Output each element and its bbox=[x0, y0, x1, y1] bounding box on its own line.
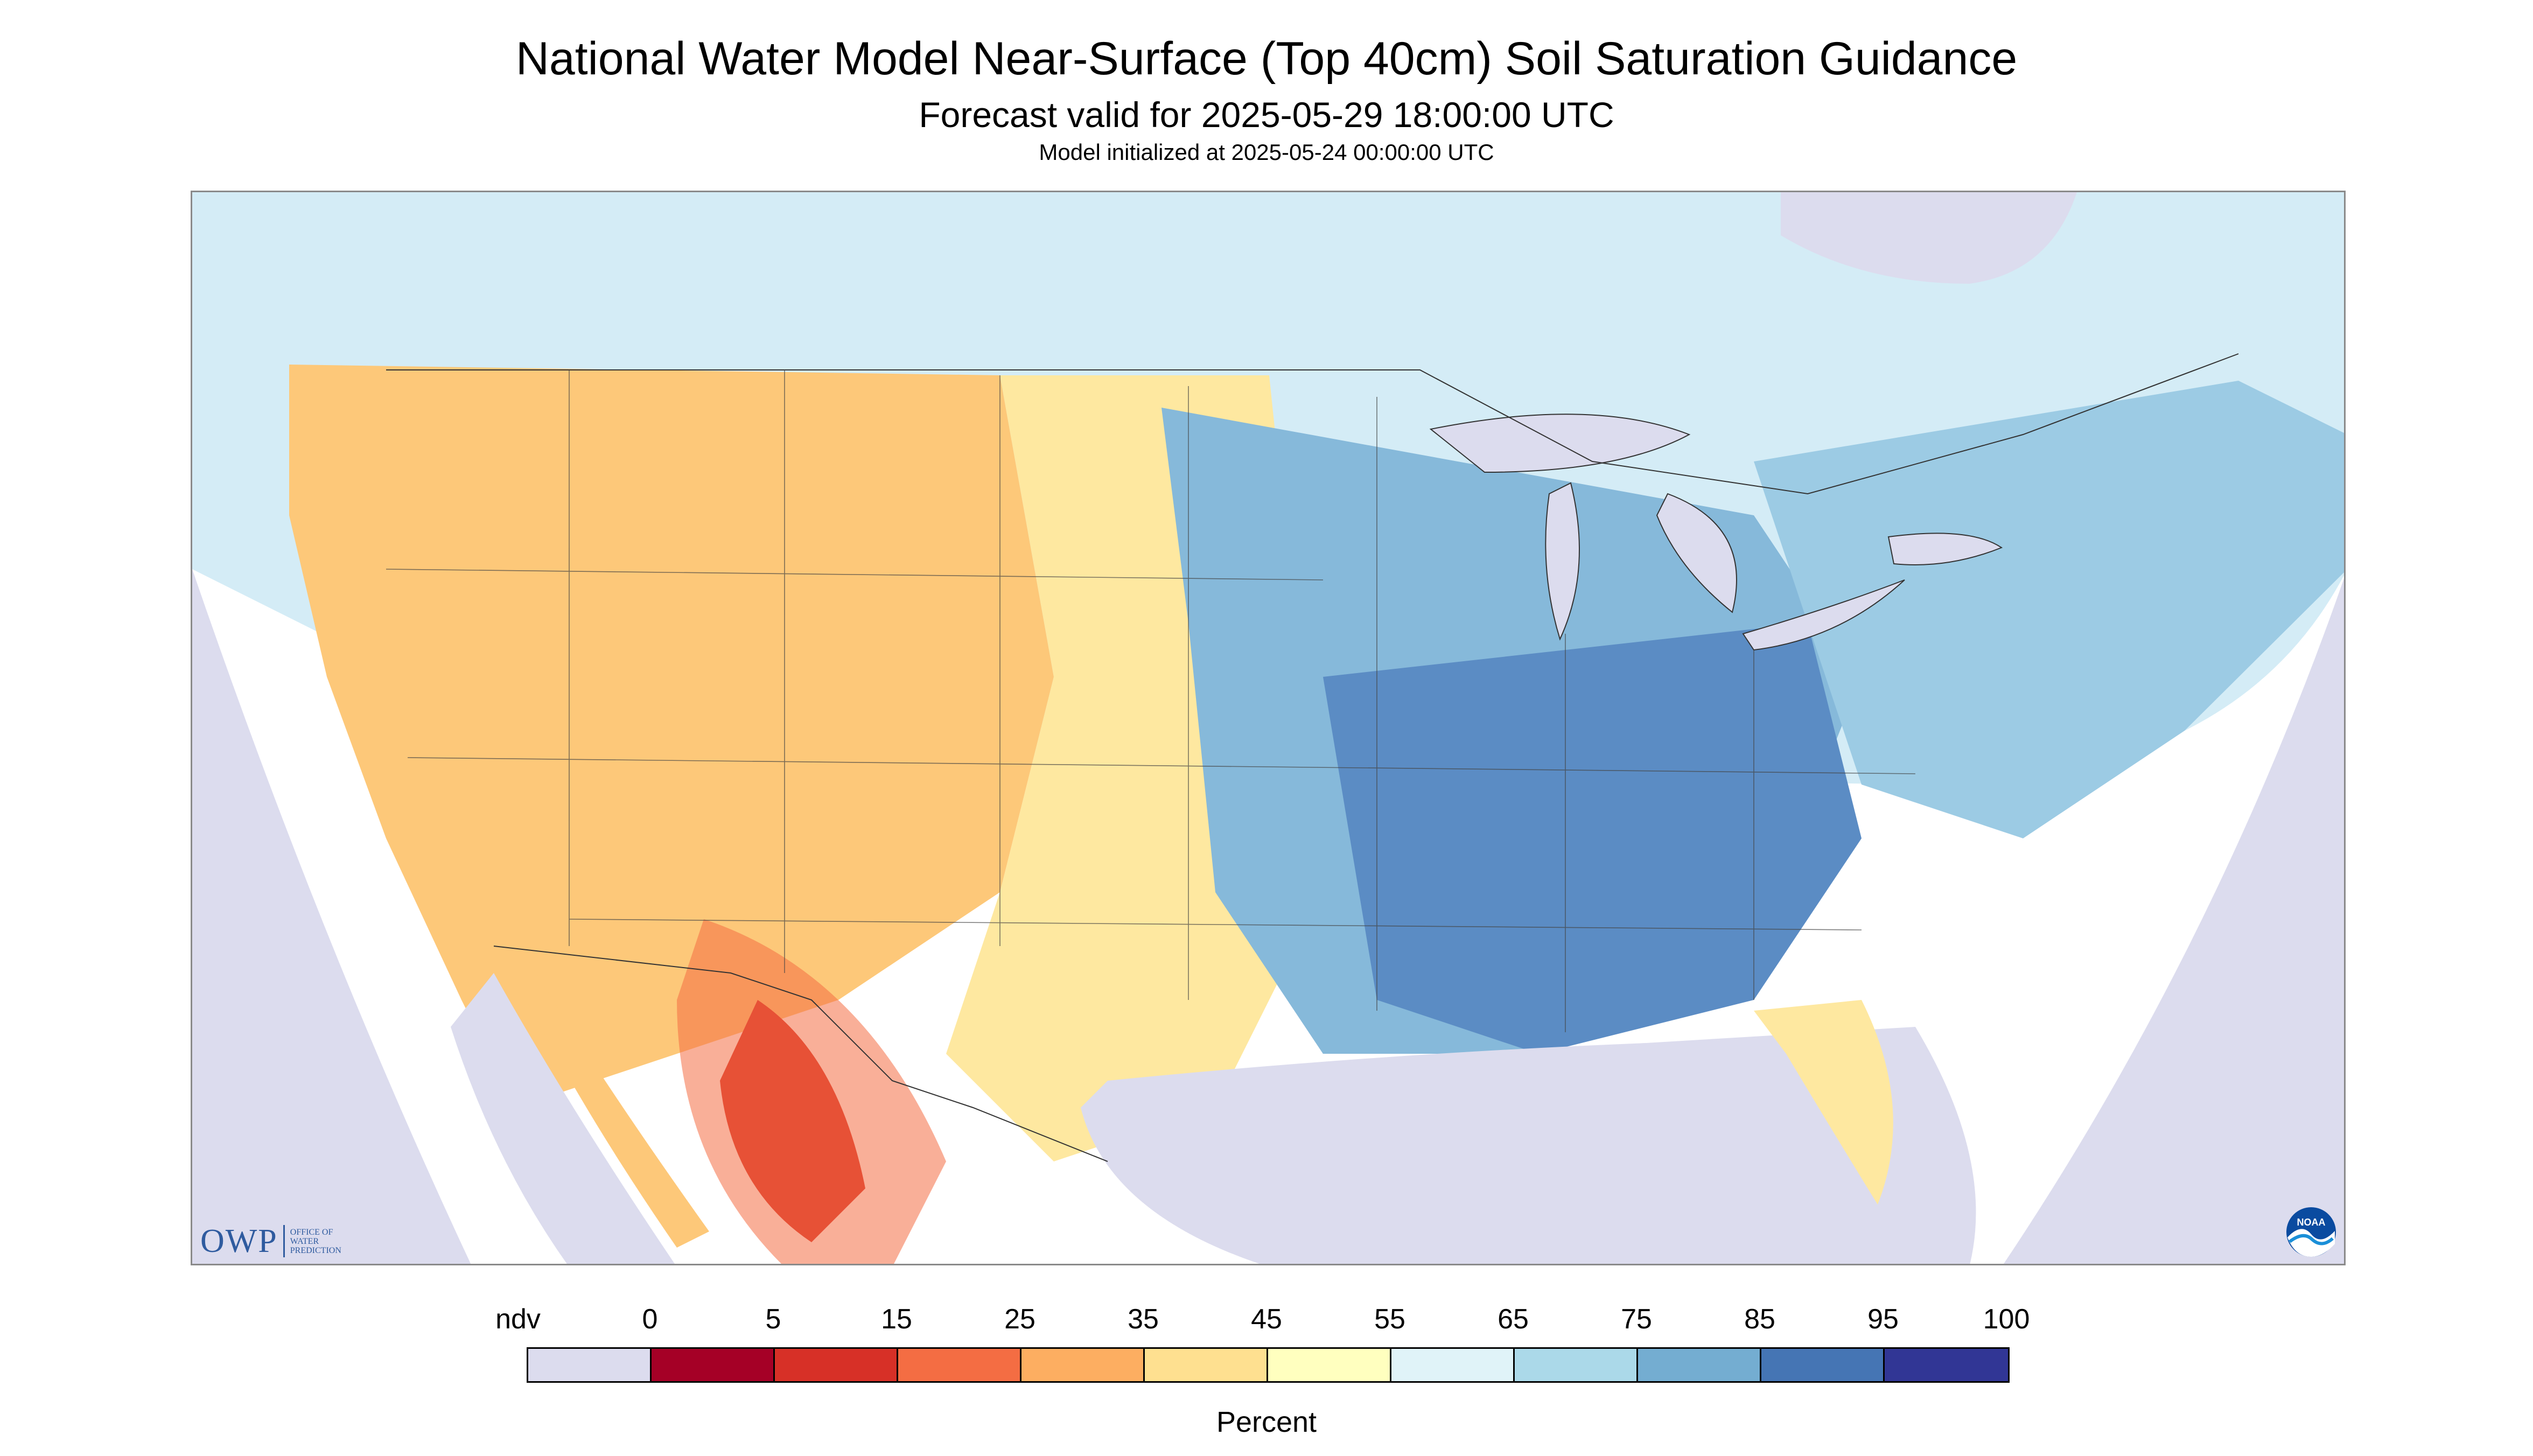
noaa-logo-icon: NOAA bbox=[2286, 1207, 2336, 1257]
legend-tick: ndv bbox=[495, 1304, 541, 1335]
model-initialized-note: Model initialized at 2025-05-24 00:00:00… bbox=[1039, 139, 1494, 165]
us-mexico-border bbox=[493, 946, 1108, 1162]
no-data-area-left bbox=[192, 569, 471, 1264]
map-title: National Water Model Near-Surface (Top 4… bbox=[515, 33, 2018, 85]
region-southeast-wet bbox=[1323, 623, 1862, 1054]
legend-swatch bbox=[898, 1349, 1021, 1381]
legend-tick: 25 bbox=[1004, 1304, 1035, 1335]
no-data-area-right bbox=[2004, 578, 2344, 1264]
legend-tick: 75 bbox=[1621, 1304, 1652, 1335]
map-canvas bbox=[192, 192, 2344, 1264]
lake-erie bbox=[1742, 579, 1905, 651]
pacific-baja bbox=[451, 973, 675, 1264]
legend-swatch bbox=[1515, 1349, 1638, 1381]
svg-text:NOAA: NOAA bbox=[2297, 1217, 2326, 1228]
lake-ontario bbox=[1887, 533, 2003, 565]
forecast-valid-subtitle: Forecast valid for 2025-05-29 18:00:00 U… bbox=[919, 95, 1614, 135]
hudson-bay bbox=[1781, 192, 2077, 284]
legend-tick: 55 bbox=[1374, 1304, 1405, 1335]
owp-logo-subtext: OFFICE OF WATER PREDICTION bbox=[290, 1227, 341, 1255]
legend-swatch bbox=[1145, 1349, 1268, 1381]
legend-tick: 35 bbox=[1128, 1304, 1159, 1335]
legend-unit-label: Percent bbox=[1216, 1406, 1317, 1438]
baja-peninsula bbox=[515, 957, 709, 1248]
legend-swatch bbox=[1885, 1349, 2008, 1381]
florida bbox=[1754, 1000, 1893, 1205]
color-legend-bar bbox=[527, 1347, 2010, 1383]
legend-swatch bbox=[775, 1349, 898, 1381]
legend-swatch bbox=[1268, 1349, 1391, 1381]
owp-logo-divider bbox=[283, 1225, 285, 1257]
legend-tick: 65 bbox=[1498, 1304, 1529, 1335]
region-northeast bbox=[1754, 381, 2344, 838]
legend-tick: 100 bbox=[1983, 1304, 2030, 1335]
legend-tick: 85 bbox=[1744, 1304, 1775, 1335]
legend-swatch bbox=[1761, 1349, 1885, 1381]
legend-tick: 15 bbox=[881, 1304, 912, 1335]
owp-logo-mark: OWP bbox=[200, 1222, 278, 1259]
lake-michigan bbox=[1545, 482, 1580, 641]
legend-tick-labels: ndv 0 5 15 25 35 45 55 65 75 85 95 100 bbox=[0, 1303, 2533, 1341]
legend-swatch bbox=[1021, 1349, 1145, 1381]
us-canada-border bbox=[386, 353, 2239, 495]
region-southwest-dry-ring bbox=[677, 919, 946, 1264]
legend-tick: 95 bbox=[1867, 1304, 1899, 1335]
lake-superior bbox=[1429, 414, 1691, 473]
legend-tick: 5 bbox=[765, 1304, 781, 1335]
legend-swatch bbox=[528, 1349, 652, 1381]
legend-swatch bbox=[1638, 1349, 1761, 1381]
legend-tick: 45 bbox=[1251, 1304, 1282, 1335]
legend-tick: 0 bbox=[642, 1304, 658, 1335]
owp-logo: OWP OFFICE OF WATER PREDICTION bbox=[200, 1222, 341, 1260]
soil-saturation-map bbox=[191, 191, 2346, 1265]
legend-swatch bbox=[1391, 1349, 1515, 1381]
gulf-of-mexico bbox=[1081, 1027, 1976, 1264]
state-boundaries bbox=[386, 370, 1916, 1032]
legend-swatch bbox=[652, 1349, 775, 1381]
lake-huron bbox=[1656, 493, 1737, 613]
